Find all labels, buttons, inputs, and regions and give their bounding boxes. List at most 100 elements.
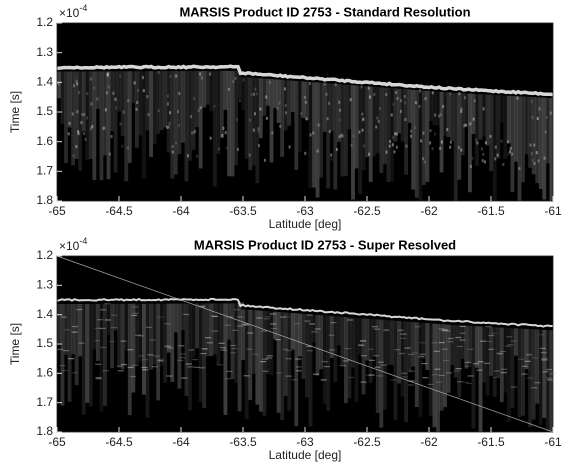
y-tick-label: 1.4: [36, 307, 53, 321]
speckle: [545, 115, 548, 119]
speckle: [496, 153, 499, 157]
echo-streak: [173, 71, 178, 175]
echo-streak: [117, 71, 122, 112]
echo-streak: [266, 78, 270, 106]
speckle: [304, 151, 307, 155]
echo-streak: [173, 303, 178, 333]
echo-streak: [181, 303, 185, 331]
echo-streak: [241, 76, 246, 111]
echo-streak: [159, 71, 164, 131]
echo-streak: [336, 84, 341, 143]
echo-streak: [464, 325, 469, 369]
speckle: [158, 358, 165, 360]
speckle: [482, 152, 485, 156]
speckle: [169, 111, 172, 115]
speckle: [265, 95, 268, 99]
echo-streak: [297, 313, 302, 357]
speckle: [269, 80, 272, 84]
speckle: [449, 140, 452, 144]
speckle: [439, 113, 442, 117]
echo-streak: [290, 80, 295, 112]
echo-streak: [202, 303, 207, 409]
speckle: [488, 334, 495, 337]
speckle: [178, 345, 185, 347]
echo-streak: [124, 303, 129, 351]
speckle: [168, 122, 171, 126]
echo-streak: [127, 303, 132, 416]
speckle: [114, 97, 117, 101]
speckle: [376, 375, 383, 377]
echo-streak: [273, 311, 277, 339]
echo-streak: [443, 324, 448, 408]
echo-streak: [460, 325, 465, 359]
speckle: [158, 360, 165, 362]
echo-streak: [467, 93, 472, 193]
speckle: [242, 78, 245, 82]
radargram: [56, 255, 557, 433]
speckle: [497, 353, 504, 355]
echo-streak: [460, 93, 465, 156]
echo-streak: [329, 315, 334, 359]
speckle: [71, 372, 78, 374]
speckle: [456, 345, 463, 348]
speckle: [192, 359, 199, 361]
speckle: [90, 102, 93, 106]
speckle: [192, 97, 195, 101]
speckle: [393, 150, 396, 154]
y-tick-label: 1.2: [36, 15, 53, 29]
echo-streak: [535, 329, 540, 404]
y-tick-label: 1.8: [36, 193, 53, 207]
speckle: [60, 315, 67, 317]
echo-streak: [432, 91, 437, 126]
speckle: [358, 130, 361, 134]
echo-streak: [138, 303, 143, 362]
echo-streak: [127, 71, 132, 163]
speckle: [431, 91, 434, 95]
echo-streak: [542, 97, 547, 200]
echo-streak: [542, 329, 547, 418]
echo-streak: [510, 328, 515, 409]
chart-title: MARSIS Product ID 2753 - Standard Resolu…: [179, 4, 470, 19]
speckle: [506, 336, 513, 338]
speckle: [199, 367, 206, 369]
echo-streak: [326, 83, 331, 189]
speckle: [407, 384, 414, 386]
speckle: [227, 316, 234, 318]
speckle: [300, 112, 303, 116]
y-tick-label: 1.5: [36, 336, 53, 350]
speckle: [295, 370, 302, 372]
y-axis-label: Time [s]: [8, 91, 22, 133]
echo-streak: [475, 94, 479, 166]
echo-streak: [482, 326, 486, 383]
speckle: [360, 355, 367, 357]
speckle: [538, 107, 541, 111]
speckle: [57, 82, 60, 86]
speckle: [212, 315, 219, 318]
echo-streak: [297, 81, 302, 153]
echo-streak: [305, 81, 309, 121]
echo-streak: [467, 325, 472, 365]
chart-title: MARSIS Product ID 2753 - Super Resolved: [194, 237, 456, 252]
x-tick-label: -65: [48, 435, 66, 449]
echo-streak: [156, 71, 161, 134]
echo-streak: [103, 303, 107, 406]
speckle: [284, 104, 287, 108]
speckle: [96, 97, 99, 101]
echo-streak: [475, 326, 479, 368]
speckle: [230, 344, 237, 347]
echo-streak: [319, 315, 324, 370]
echo-streak: [326, 315, 331, 412]
echo-streak: [290, 313, 295, 350]
echo-streak: [485, 94, 490, 146]
speckle: [367, 348, 374, 350]
speckle: [346, 319, 353, 321]
speckle: [171, 144, 174, 148]
echo-streak: [244, 77, 249, 159]
speckle: [550, 372, 557, 374]
echo-streak: [453, 325, 458, 378]
speckle: [57, 348, 64, 351]
speckle: [325, 92, 328, 96]
image-background: [57, 23, 553, 201]
echo-streak: [407, 89, 412, 123]
speckle: [250, 93, 253, 97]
